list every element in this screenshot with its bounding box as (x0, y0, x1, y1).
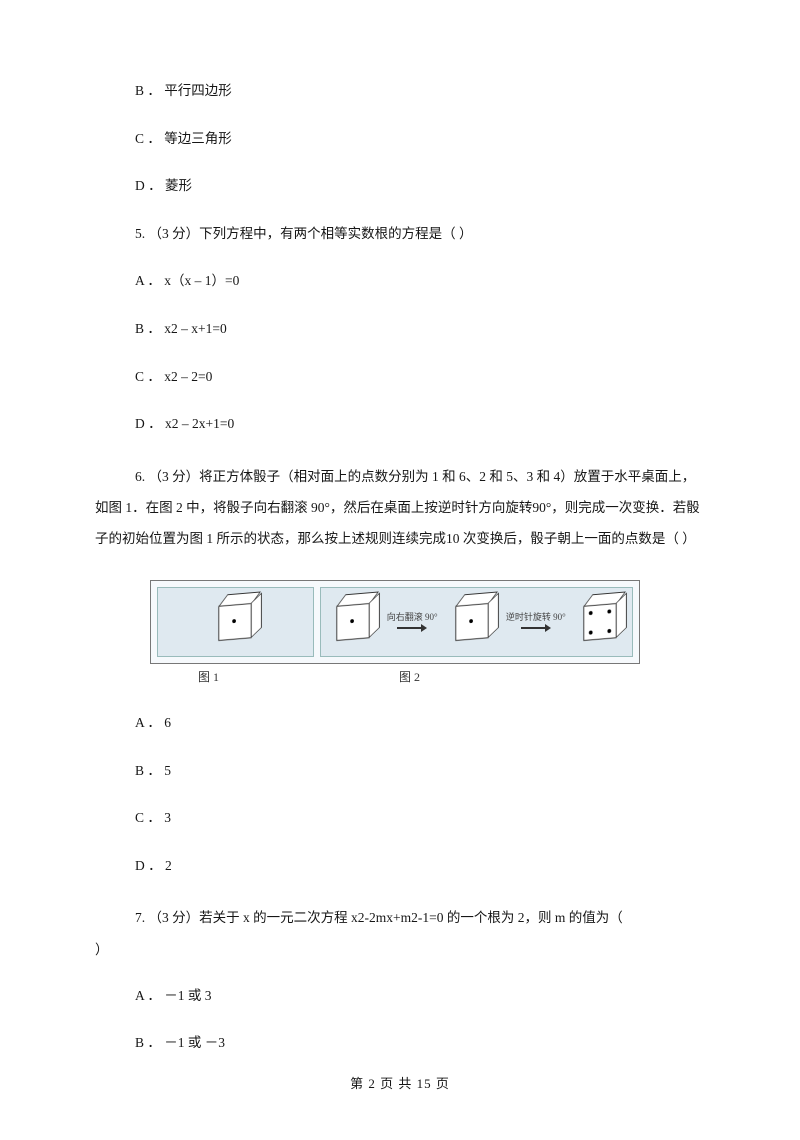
fig-label-1: 图 1 (198, 668, 219, 687)
figure-container: 向右翻滚 90° 逆时针旋转 90° (150, 580, 640, 664)
q6-figure: 向右翻滚 90° 逆时针旋转 90° 图 1 图 2 (150, 580, 640, 687)
q7-option-b: B ． －1 或 －3 (135, 1032, 705, 1054)
q6-option-b: B ． 5 (135, 760, 705, 782)
q5-stem: 5. （3 分）下列方程中，有两个相等实数根的方程是（ ） (135, 223, 705, 245)
q5-option-c: C ． x2 – 2=0 (135, 366, 705, 388)
arrow-rotate-ccw: 逆时针旋转 90° (506, 613, 566, 631)
arrow-icon (521, 625, 551, 631)
arrow-label-text: 向右翻滚 90° (387, 613, 438, 623)
subfig-1 (157, 587, 314, 657)
q5-option-d: D ． x2 – 2x+1=0 (135, 413, 705, 435)
q7-option-a: A ． －1 或 3 (135, 985, 705, 1007)
dice-icon (455, 603, 488, 641)
option-d-partial: D ． 菱形 (135, 175, 705, 197)
arrow-icon (397, 625, 427, 631)
q5-option-a: A ． x（x – 1）=0 (135, 270, 705, 292)
q7-stem-line1: 7. （3 分）若关于 x 的一元二次方程 x2-2mx+m2-1=0 的一个根… (95, 902, 705, 933)
q5-option-b: B ． x2 – x+1=0 (135, 318, 705, 340)
q6-option-d: D ． 2 (135, 855, 705, 877)
dice-icon (336, 603, 369, 641)
option-c-partial: C ． 等边三角形 (135, 128, 705, 150)
dice-icon (583, 603, 616, 641)
page-content: B ． 平行四边形 C ． 等边三角形 D ． 菱形 5. （3 分）下列方程中… (0, 0, 800, 1140)
q7-stem: 7. （3 分）若关于 x 的一元二次方程 x2-2mx+m2-1=0 的一个根… (95, 902, 705, 964)
q6-stem: 6. （3 分）将正方体骰子（相对面上的点数分别为 1 和 6、2 和 5、3 … (95, 461, 705, 554)
dice-icon (219, 603, 252, 641)
fig-label-2: 图 2 (399, 668, 420, 687)
figure-labels: 图 1 图 2 (150, 668, 640, 687)
q6-option-c: C ． 3 (135, 807, 705, 829)
arrow-label-text: 逆时针旋转 90° (506, 613, 566, 623)
subfig-2: 向右翻滚 90° 逆时针旋转 90° (320, 587, 633, 657)
arrow-roll-right: 向右翻滚 90° (387, 613, 438, 631)
q7-stem-line2: ） (95, 934, 705, 965)
option-b-partial: B ． 平行四边形 (135, 80, 705, 102)
q6-option-a: A ． 6 (135, 712, 705, 734)
page-footer: 第 2 页 共 15 页 (0, 1073, 800, 1092)
